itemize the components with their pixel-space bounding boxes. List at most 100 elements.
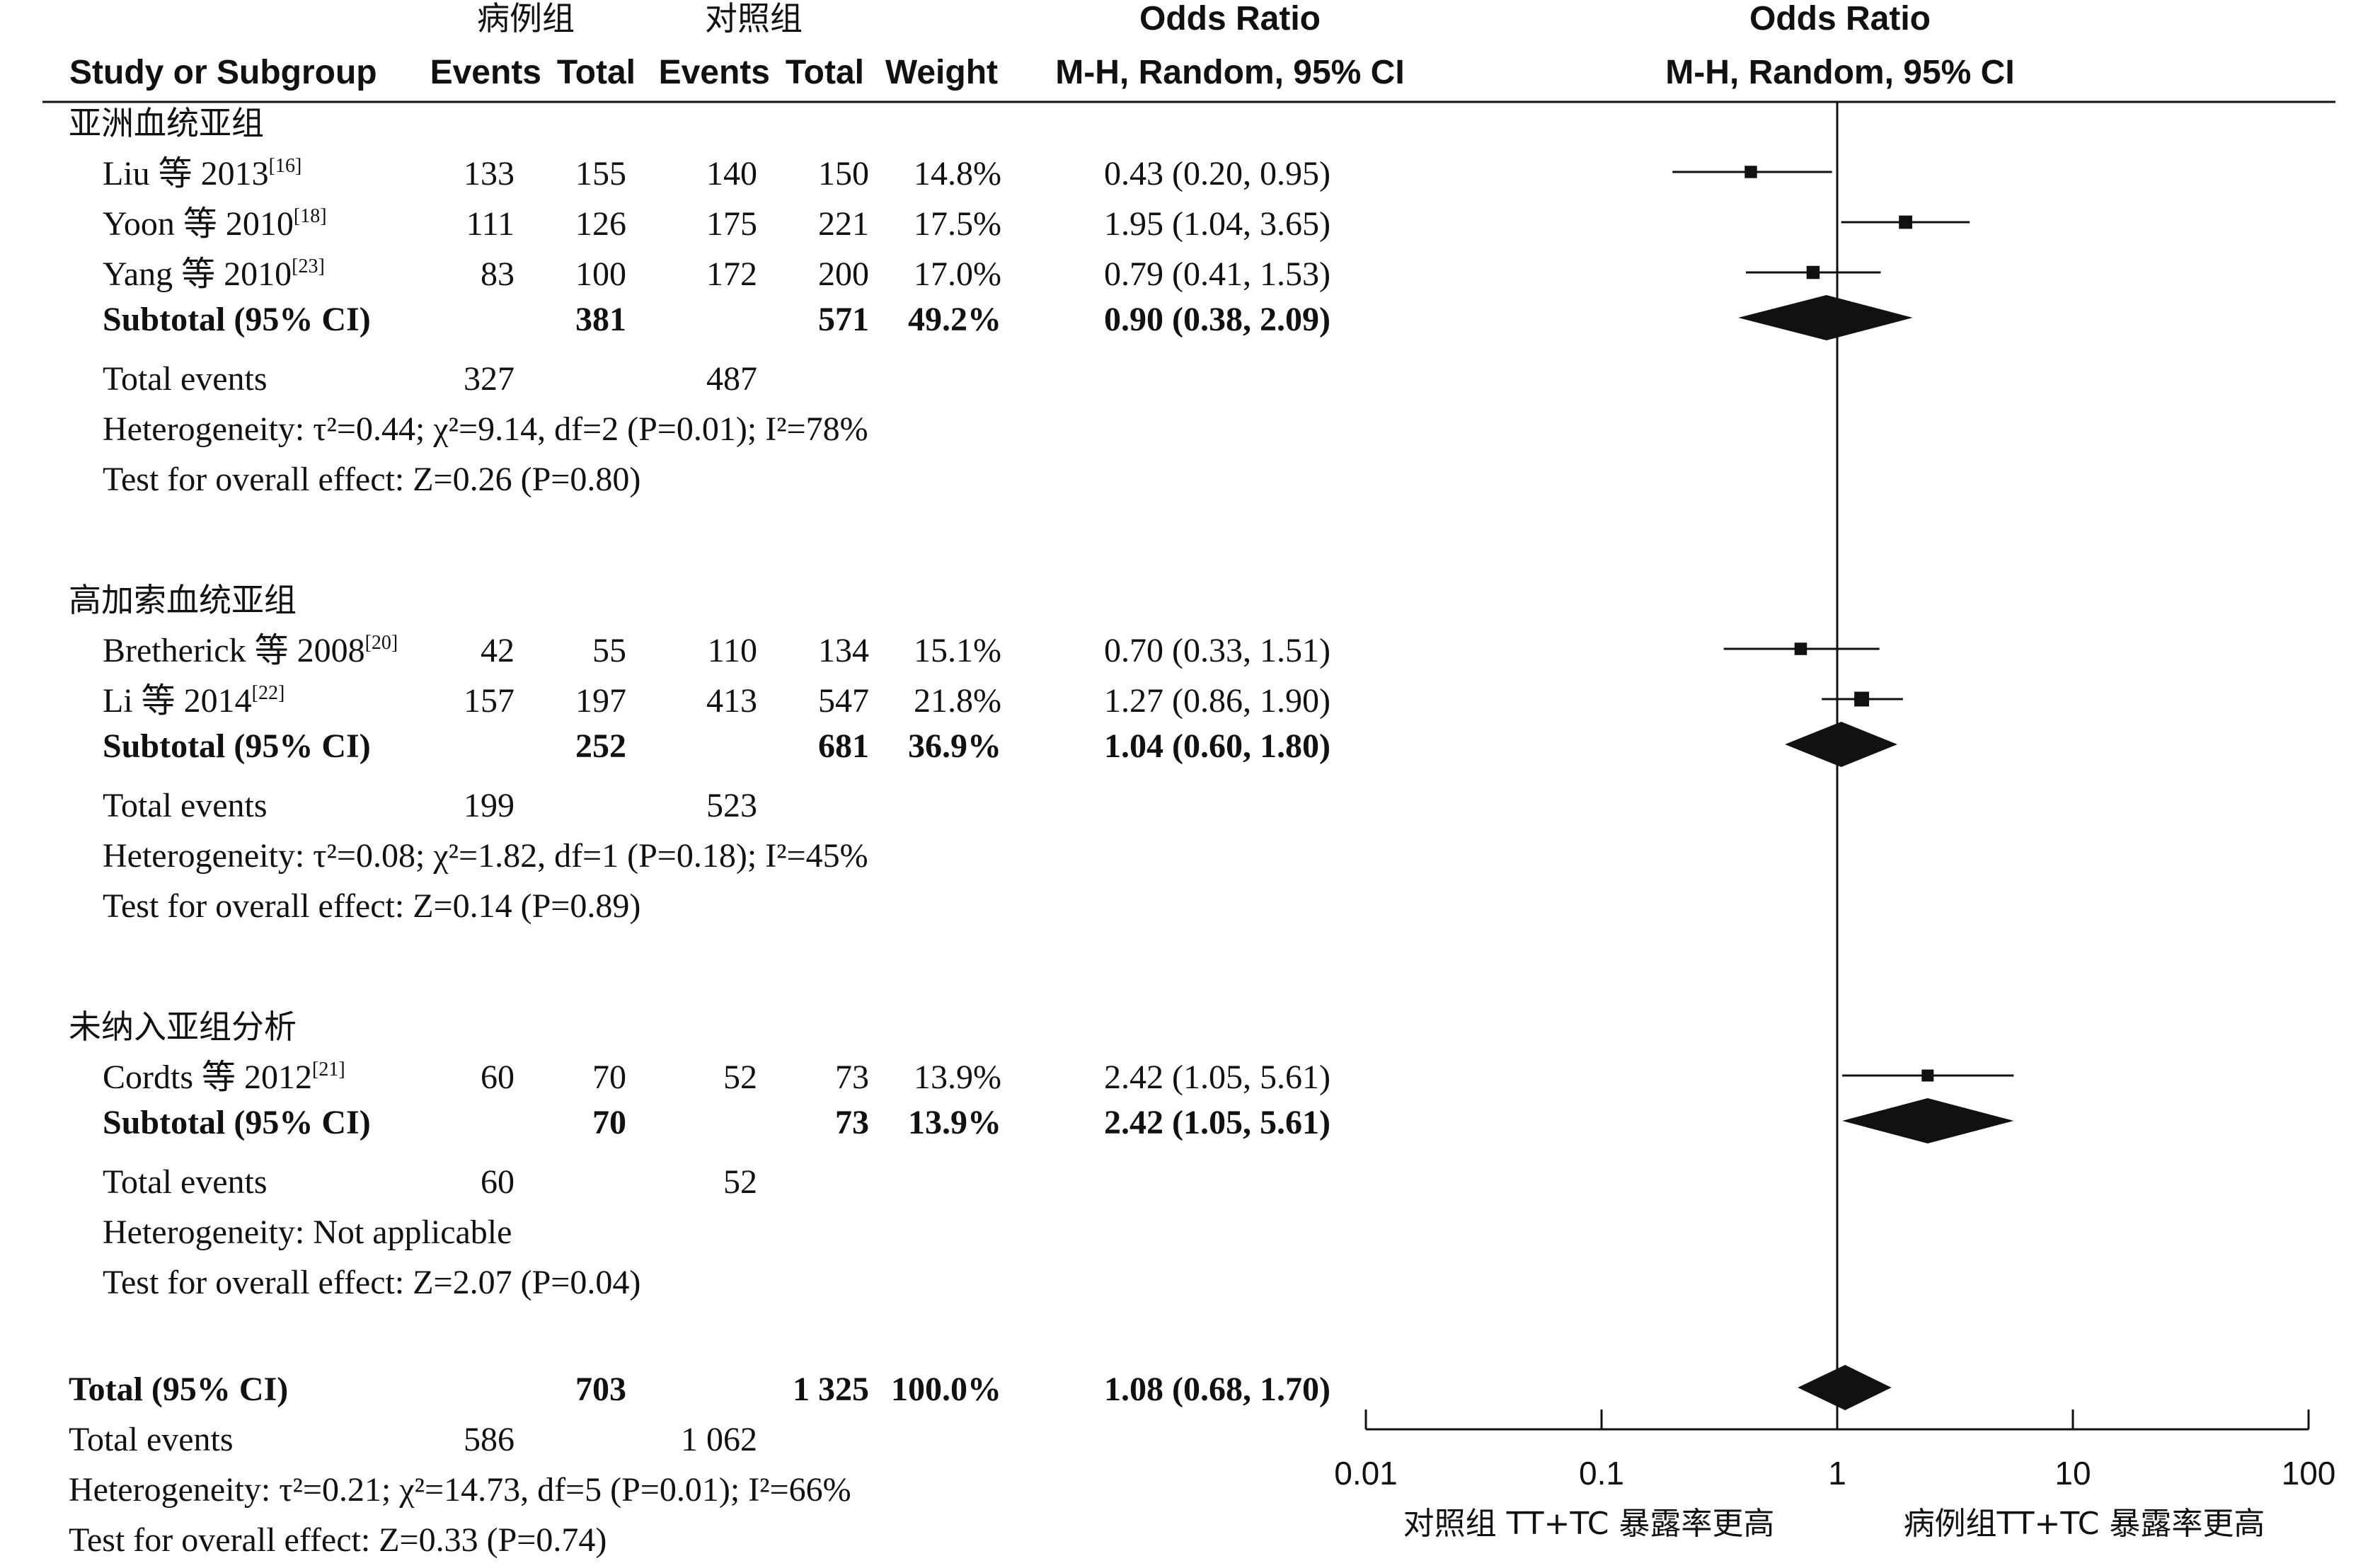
total-weight: 100.0% (891, 1371, 1001, 1408)
point-estimate (1854, 691, 1870, 707)
grand-total-events-case: 586 (464, 1421, 515, 1458)
study-events-control: 110 (708, 632, 757, 669)
header-or-method: M-H, Random, 95% CI (1055, 54, 1404, 91)
header-weight: Weight (885, 54, 998, 91)
header-plot-or-title: Odds Ratio (1749, 0, 1931, 38)
study-total-control: 150 (818, 155, 869, 192)
header-events-control: Events (659, 54, 770, 91)
subtotal-total-control: 571 (818, 301, 869, 338)
favours-right-label: 病例组TT+TC 暴露率更高 (1904, 1506, 2265, 1542)
subtotal-total-control: 73 (835, 1104, 869, 1141)
header-events-case: Events (430, 54, 541, 91)
study-ci: 0.70 (0.33, 1.51) (1104, 632, 1330, 669)
study-total-control: 547 (818, 682, 869, 720)
subtotal-label: Subtotal (95% CI) (103, 1104, 371, 1141)
overall-effect-text: Test for overall effect: Z=2.07 (P=0.04) (103, 1264, 640, 1301)
study-weight: 15.1% (914, 632, 1001, 669)
study-label: Bretherick 等 2008[20] (103, 632, 398, 669)
study-label: Yoon 等 2010[18] (103, 205, 327, 243)
study-total-control: 221 (818, 205, 869, 243)
total-events-label: Total events (103, 1163, 268, 1201)
study-events-case: 83 (481, 255, 515, 293)
subtotal-total-case: 381 (575, 301, 626, 338)
subtotal-ci: 1.04 (0.60, 1.80) (1104, 727, 1330, 765)
subtotal-label: Subtotal (95% CI) (103, 727, 371, 765)
study-total-case: 70 (592, 1059, 626, 1096)
total-case: 703 (575, 1371, 626, 1408)
study-events-case: 157 (464, 682, 515, 720)
header-plot-or-method: M-H, Random, 95% CI (1665, 54, 2014, 91)
study-events-case: 60 (481, 1059, 515, 1096)
study-total-case: 100 (575, 255, 626, 293)
study-weight: 14.8% (914, 155, 1001, 192)
subtotal-weight: 13.9% (908, 1104, 1001, 1141)
point-estimate (1921, 1069, 1934, 1082)
header-control-group: 对照组 (705, 0, 803, 38)
group-title: 未纳入亚组分析 (69, 1008, 297, 1046)
study-weight: 21.8% (914, 682, 1001, 720)
point-estimate (1899, 215, 1912, 229)
header-or-title: Odds Ratio (1139, 0, 1321, 38)
group-title: 高加索血统亚组 (69, 581, 297, 619)
x-tick-label: 1 (1828, 1455, 1846, 1492)
header-total-case: Total (557, 54, 636, 91)
total-ci: 1.08 (0.68, 1.70) (1104, 1371, 1330, 1408)
subtotal-total-case: 252 (575, 727, 626, 765)
grand-total-events-control: 1 062 (681, 1421, 757, 1458)
study-weight: 17.5% (914, 205, 1001, 243)
total-label: Total (95% CI) (69, 1371, 288, 1408)
heterogeneity-text: Heterogeneity: τ²=0.08; χ²=1.82, df=1 (P… (103, 837, 868, 875)
study-ci: 1.27 (0.86, 1.90) (1104, 682, 1330, 720)
study-weight: 13.9% (914, 1059, 1001, 1096)
point-estimate (1745, 166, 1757, 178)
subtotal-ci: 2.42 (1.05, 5.61) (1104, 1104, 1330, 1141)
study-label: Yang 等 2010[23] (103, 255, 325, 293)
study-label: Li 等 2014[22] (103, 682, 284, 720)
subtotal-label: Subtotal (95% CI) (103, 301, 371, 338)
study-total-case: 197 (575, 682, 626, 720)
x-tick-label: 10 (2054, 1455, 2091, 1492)
total-events-control: 487 (706, 360, 757, 398)
table-header: Study or Subgroup 病例组 对照组 Events Total Events… (42, 0, 2335, 103)
table-rows: 亚洲血统亚组 Liu 等 2013[16] 133 155 140 150 14.8% 0.4… (69, 104, 1330, 1559)
total-control: 1 325 (793, 1371, 869, 1408)
heterogeneity-text: Heterogeneity: Not applicable (103, 1214, 512, 1251)
subtotal-diamond (1738, 295, 1913, 340)
x-tick-label: 0.01 (1334, 1455, 1398, 1492)
group-title: 亚洲血统亚组 (69, 104, 264, 142)
study-events-case: 42 (481, 632, 515, 669)
grand-overall-effect-text: Test for overall effect: Z=0.33 (P=0.74) (69, 1521, 607, 1559)
grand-total-events-label: Total events (69, 1421, 234, 1458)
study-total-case: 155 (575, 155, 626, 192)
subtotal-ci: 0.90 (0.38, 2.09) (1104, 301, 1330, 338)
grand-heterogeneity-text: Heterogeneity: τ²=0.21; χ²=14.73, df=5 (… (69, 1471, 851, 1509)
study-ci: 1.95 (1.04, 3.65) (1104, 205, 1330, 243)
x-tick-label: 100 (2282, 1455, 2336, 1492)
overall-effect-text: Test for overall effect: Z=0.14 (P=0.89) (103, 887, 640, 925)
study-events-case: 111 (466, 205, 515, 243)
total-events-case: 327 (464, 360, 515, 398)
total-events-label: Total events (103, 787, 268, 824)
total-events-label: Total events (103, 360, 268, 398)
header-study: Study or Subgroup (69, 54, 377, 91)
subtotal-total-control: 681 (818, 727, 869, 765)
point-estimate (1806, 265, 1820, 279)
study-ci: 2.42 (1.05, 5.61) (1104, 1059, 1330, 1096)
study-events-control: 413 (706, 682, 757, 720)
heterogeneity-text: Heterogeneity: τ²=0.44; χ²=9.14, df=2 (P… (103, 410, 868, 448)
header-total-control: Total (786, 54, 864, 91)
study-ci: 0.43 (0.20, 0.95) (1104, 155, 1330, 192)
study-events-control: 140 (706, 155, 757, 192)
plot-area: 0.01 0.1 1 10 100 对照组 TT+TC 暴露率更高 病例组TT+TC 暴露率… (1334, 102, 2335, 1542)
point-estimate (1794, 642, 1807, 655)
total-events-case: 60 (481, 1163, 515, 1201)
study-events-control: 52 (723, 1059, 757, 1096)
subtotal-weight: 49.2% (908, 301, 1001, 338)
study-total-control: 73 (835, 1059, 869, 1096)
total-events-control: 523 (706, 787, 757, 824)
favours-left-label: 对照组 TT+TC 暴露率更高 (1403, 1506, 1775, 1542)
x-tick-label: 0.1 (1579, 1455, 1624, 1492)
study-label: Liu 等 2013[16] (103, 155, 301, 192)
study-events-control: 172 (706, 255, 757, 293)
